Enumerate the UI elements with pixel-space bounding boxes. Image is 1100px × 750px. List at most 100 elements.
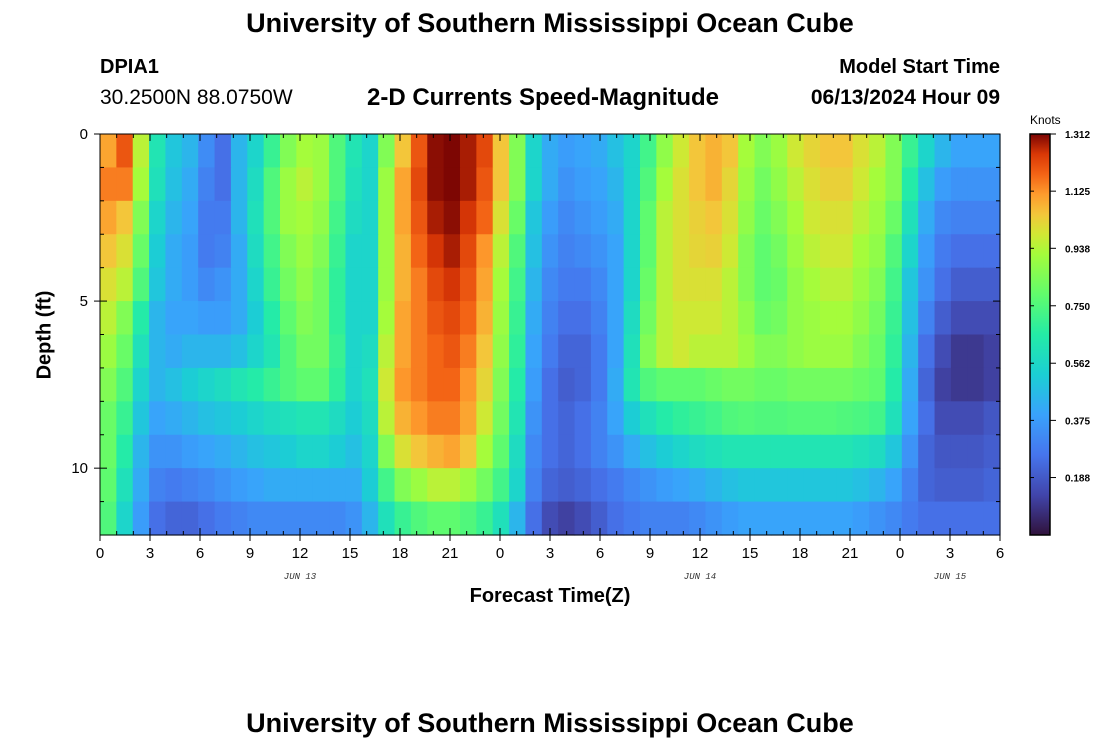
heatmap-cell [558,434,576,469]
heatmap-cell [918,401,936,436]
heatmap-cell [214,468,232,503]
heatmap-cell [656,267,674,302]
heatmap-cell [967,334,985,369]
heatmap-cell [525,334,543,369]
heatmap-cell [165,401,183,436]
heatmap-cell [885,134,903,169]
heatmap-cell [394,334,412,369]
heatmap-cell [672,167,690,202]
heatmap-cell [165,167,183,202]
heatmap-cell [443,501,461,536]
heatmap-cell [181,167,199,202]
heatmap-cell [836,334,854,369]
heatmap-cell [574,200,592,235]
heatmap-cell [836,234,854,269]
heatmap-cell [738,367,756,402]
heatmap-cell [198,134,216,169]
heatmap-cell [672,501,690,536]
heatmap-cell [901,468,919,503]
heatmap-cell [770,267,788,302]
heatmap-cell [803,434,821,469]
heatmap-cell [345,134,363,169]
heatmap-cell [820,234,837,269]
heatmap-cell [836,301,854,336]
heatmap-cell [967,468,985,503]
heatmap-cell [230,167,248,202]
heatmap-cell [689,134,707,169]
heatmap-cell [574,401,592,436]
heatmap-cell [198,167,216,202]
heatmap-cell [885,334,903,369]
date-label: JUN 14 [684,572,716,582]
heatmap-cell [361,367,379,402]
heatmap-cell [247,434,265,469]
heatmap-cell [230,267,248,302]
heatmap-cell [361,468,379,503]
heatmap-cell [558,134,576,169]
heatmap-cell [394,468,412,503]
heatmap-cell [607,367,625,402]
heatmap-cell [214,501,232,536]
heatmap-cell [983,167,1001,202]
heatmap-cell [116,200,134,235]
heatmap-cell [476,367,494,402]
heatmap-cell [312,167,330,202]
colorbar: Knots 1.312 1.125 0.938 0.750 0.562 0.375 0.18… [1029,113,1090,536]
heatmap-cell [885,200,903,235]
heatmap-cell [230,367,248,402]
x-tick-label: 3 [546,545,554,562]
heatmap-cell [934,468,952,503]
heatmap-cell [820,401,837,436]
heatmap-cell [950,301,968,336]
heatmap-cell [950,200,968,235]
heatmap-cell [198,267,216,302]
heatmap-cell [607,401,625,436]
heatmap-cell [181,301,199,336]
heatmap-cell [247,401,265,436]
heatmap-cell [165,267,183,302]
heatmap-cell [476,301,494,336]
x-tick-label: 21 [442,545,459,562]
heatmap-cell [460,301,477,336]
heatmap-cell [247,501,265,536]
heatmap-cell [476,434,494,469]
x-tick-label: 18 [792,545,809,562]
heatmap-cell [329,434,347,469]
heatmap-cell [656,167,674,202]
heatmap-cell [869,267,887,302]
heatmap-cell [672,468,690,503]
heatmap-cell [705,167,723,202]
heatmap-cell [410,468,428,503]
colorbar-tick-label: 1.125 [1065,187,1090,198]
heatmap-cell [852,401,870,436]
heatmap-cell [607,434,625,469]
heatmap-cell [852,301,870,336]
heatmap-cell [476,234,494,269]
heatmap-cell [312,434,330,469]
heatmap-cell [280,334,297,369]
heatmap-cell [689,401,707,436]
heatmap-cell [280,301,297,336]
heatmap-cell [623,200,641,235]
heatmap-cell [263,501,281,536]
heatmap-cell [509,234,527,269]
heatmap-cell [329,267,347,302]
heatmap-cell [787,367,805,402]
x-tick-label: 15 [342,545,359,562]
heatmap-cell [607,134,625,169]
heatmap-cell [509,468,527,503]
heatmap-cell [312,334,330,369]
heatmap-cell [361,134,379,169]
heatmap-cell [967,434,985,469]
heatmap-cell [770,468,788,503]
footer-title: University of Southern Mississippi Ocean… [246,708,854,738]
heatmap-cell [574,301,592,336]
heatmap-cell [574,134,592,169]
heatmap-cell [345,234,363,269]
heatmap-cell [754,267,772,302]
heatmap-cell [198,234,216,269]
heatmap-cell [394,501,412,536]
heatmap-cell [247,200,265,235]
heatmap-cell [590,501,608,536]
heatmap-cell [541,367,559,402]
